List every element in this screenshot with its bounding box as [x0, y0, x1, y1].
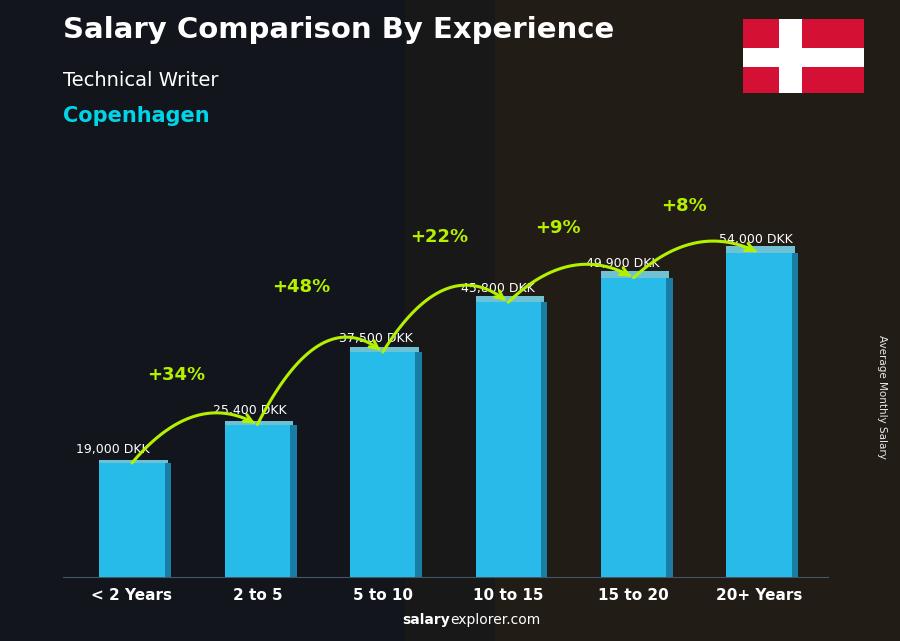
Text: +22%: +22% [410, 228, 468, 247]
Text: salary: salary [402, 613, 450, 627]
Bar [416, 352, 422, 577]
Text: +34%: +34% [147, 366, 205, 384]
Bar [726, 246, 795, 253]
Text: 37,500 DKK: 37,500 DKK [339, 332, 413, 345]
Text: 25,400 DKK: 25,400 DKK [213, 404, 287, 417]
Bar [792, 253, 798, 577]
Bar [290, 424, 296, 577]
Bar [0, 0, 405, 641]
Text: Technical Writer: Technical Writer [63, 71, 219, 90]
Bar [495, 0, 900, 641]
Text: explorer.com: explorer.com [450, 613, 540, 627]
Bar [601, 271, 670, 278]
Text: 54,000 DKK: 54,000 DKK [719, 233, 793, 246]
Bar [541, 303, 547, 577]
Bar [666, 278, 672, 577]
Text: +8%: +8% [661, 197, 707, 215]
Text: +9%: +9% [536, 219, 581, 237]
Bar [742, 47, 864, 67]
Text: 45,800 DKK: 45,800 DKK [461, 282, 535, 295]
Bar [225, 424, 290, 577]
Text: Salary Comparison By Experience: Salary Comparison By Experience [63, 16, 614, 44]
Text: Copenhagen: Copenhagen [63, 106, 210, 126]
Bar [475, 303, 541, 577]
Bar [165, 463, 171, 577]
Bar [350, 352, 416, 577]
Bar [475, 296, 544, 303]
Text: Average Monthly Salary: Average Monthly Salary [877, 335, 887, 460]
Bar [99, 463, 165, 577]
Bar [99, 460, 167, 463]
Bar [726, 253, 792, 577]
Bar [778, 19, 802, 93]
Text: +48%: +48% [272, 278, 330, 296]
Bar [225, 421, 293, 424]
Text: 19,000 DKK: 19,000 DKK [76, 443, 149, 456]
Text: 49,900 DKK: 49,900 DKK [586, 258, 660, 271]
Bar [601, 278, 666, 577]
Bar [350, 347, 418, 352]
